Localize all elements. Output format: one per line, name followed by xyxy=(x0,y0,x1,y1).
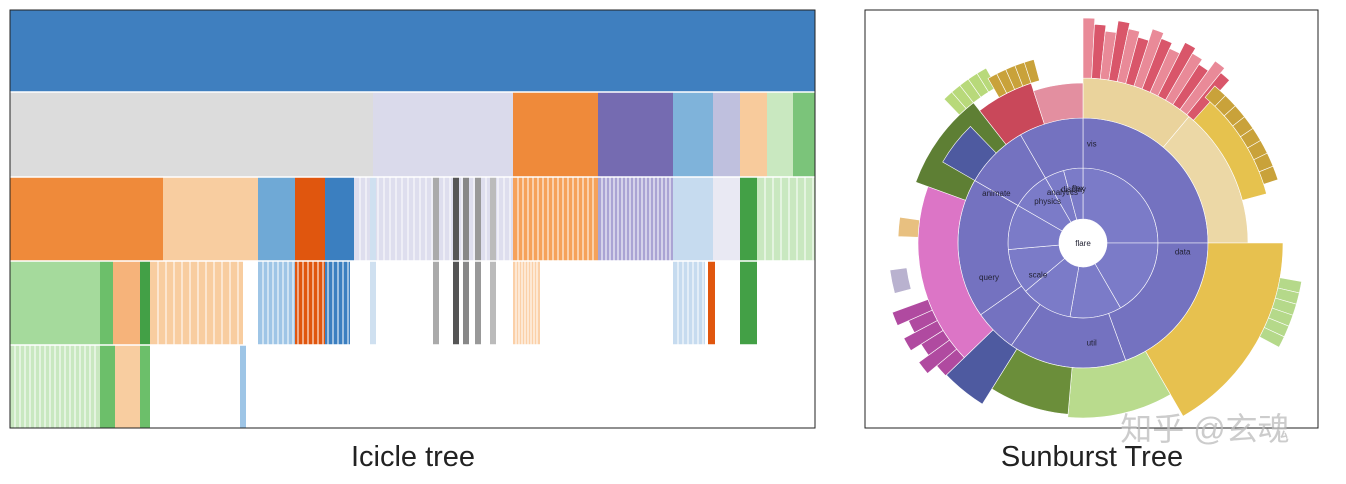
icicle-frame xyxy=(9,9,816,429)
icicle-cell xyxy=(757,177,815,261)
sunburst-label: display xyxy=(1061,185,1086,194)
icicle-cell xyxy=(713,177,740,261)
icicle-cell xyxy=(115,345,140,428)
icicle-tree xyxy=(10,10,815,428)
icicle-cell xyxy=(673,92,713,177)
icicle-cell xyxy=(673,177,713,261)
sunburst-label: util xyxy=(1087,339,1097,348)
sunburst-label: analytics xyxy=(1047,188,1078,197)
icicle-cell xyxy=(240,345,246,428)
sunburst-label: scale xyxy=(1029,271,1048,280)
sunburst-label: flare xyxy=(1075,239,1091,248)
sunburst-segment xyxy=(897,216,920,238)
sunburst-label: query xyxy=(979,273,999,282)
sunburst-segment xyxy=(942,126,997,181)
sunburst-label: vis xyxy=(1087,139,1097,148)
sunburst-label: animate xyxy=(982,189,1011,198)
caption: Icicle tree xyxy=(351,441,475,473)
icicle-cell xyxy=(513,261,540,345)
sunburst-segment xyxy=(891,299,933,326)
icicle-cell xyxy=(708,261,715,345)
icicle-cell xyxy=(740,92,767,177)
icicle-cell xyxy=(150,261,243,345)
icicle-cell xyxy=(767,92,793,177)
icicle-cell xyxy=(113,261,140,345)
watermark: 知乎 @玄魂 xyxy=(1120,411,1289,447)
icicle-cell xyxy=(713,92,740,177)
icicle-cell xyxy=(295,177,325,261)
sunburst-label: physics xyxy=(1034,197,1061,206)
sunburst-segment xyxy=(1023,59,1040,84)
icicle-cell xyxy=(10,92,373,177)
icicle-cell xyxy=(513,92,598,177)
icicle-cell xyxy=(513,177,598,261)
sunburst-segment xyxy=(889,267,912,294)
icicle-cell xyxy=(258,177,295,261)
icicle-cell xyxy=(140,261,150,345)
icicle-cell xyxy=(10,177,163,261)
icicle-cell xyxy=(373,92,513,177)
icicle-cell xyxy=(258,261,295,345)
icicle-cell xyxy=(100,345,115,428)
icicle-cell xyxy=(740,177,757,261)
sunburst-segment xyxy=(1259,327,1285,348)
sunburst-segment xyxy=(1258,165,1279,185)
icicle-cell xyxy=(598,92,673,177)
icicle-cell xyxy=(10,10,815,92)
icicle-cell xyxy=(100,261,113,345)
icicle-cell xyxy=(10,261,100,345)
icicle-cell xyxy=(140,345,150,428)
icicle-cell xyxy=(793,92,815,177)
icicle-cell xyxy=(295,261,325,345)
caption: Sunburst Tree xyxy=(1001,441,1183,473)
sunburst-label: data xyxy=(1175,248,1191,257)
icicle-cell xyxy=(325,177,354,261)
sunburst-segment xyxy=(1033,82,1084,125)
icicle-cell xyxy=(163,177,258,261)
icicle-cell xyxy=(740,261,757,345)
sunburst-label: flex xyxy=(1072,184,1084,193)
sunburst-tree: flare vis data util query animate analyticsdis… xyxy=(889,17,1302,419)
